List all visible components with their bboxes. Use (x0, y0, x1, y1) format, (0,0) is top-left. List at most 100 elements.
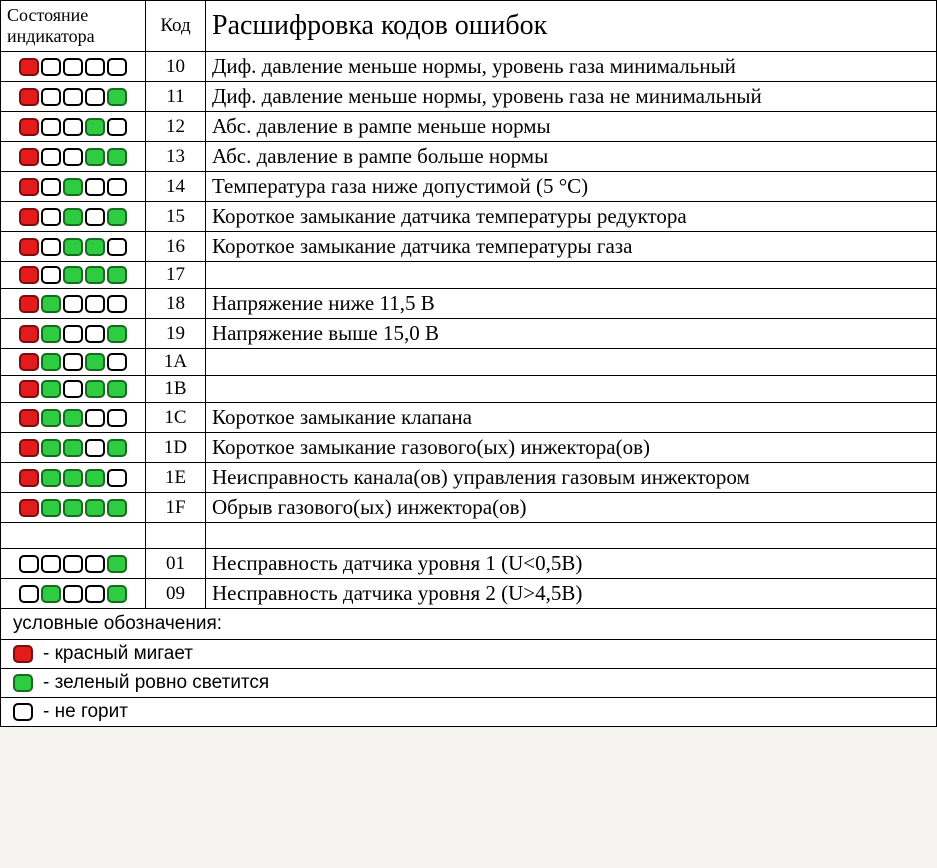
code-cell: 09 (146, 579, 206, 609)
indicator-leds (7, 583, 139, 605)
description-cell: Напряжение ниже 11,5 В (206, 289, 937, 319)
green-led-icon (107, 266, 127, 284)
indicator-leds (7, 206, 139, 228)
off-led-icon (63, 58, 83, 76)
indicator-leds (7, 176, 139, 198)
green-led-icon (107, 88, 127, 106)
green-led-icon (85, 499, 105, 517)
indicator-leds (7, 116, 139, 138)
error-codes-page: Состояние индикатора Код Расшифровка код… (0, 0, 937, 727)
code-cell: 11 (146, 82, 206, 112)
indicator-leds (7, 407, 139, 429)
description-cell: Короткое замыкание датчика температуры р… (206, 202, 937, 232)
indicator-leds (7, 378, 139, 400)
green-led-icon (41, 585, 61, 603)
off-led-icon (107, 118, 127, 136)
indicator-leds (7, 146, 139, 168)
off-led-icon (41, 178, 61, 196)
code-cell: 01 (146, 549, 206, 579)
code-cell: 15 (146, 202, 206, 232)
off-led-icon (13, 703, 33, 721)
description-cell: Абс. давление в рампе больше нормы (206, 142, 937, 172)
description-cell: Температура газа ниже допустимой (5 °С) (206, 172, 937, 202)
table-row: 11Диф. давление меньше нормы, уровень га… (1, 82, 937, 112)
red-led-icon (19, 238, 39, 256)
green-led-icon (107, 585, 127, 603)
off-led-icon (19, 555, 39, 573)
description-cell (206, 376, 937, 403)
off-led-icon (63, 380, 83, 398)
code-cell: 18 (146, 289, 206, 319)
off-led-icon (41, 58, 61, 76)
indicator-leds (7, 264, 139, 286)
table-row: 18Напряжение ниже 11,5 В (1, 289, 937, 319)
green-led-icon (85, 118, 105, 136)
description-cell: Неисправность канала(ов) управления газо… (206, 463, 937, 493)
description-cell (206, 349, 937, 376)
red-led-icon (19, 118, 39, 136)
red-led-icon (19, 178, 39, 196)
off-led-icon (63, 88, 83, 106)
description-cell: Диф. давление меньше нормы, уровень газа… (206, 52, 937, 82)
table-row: 13Абс. давление в рампе больше нормы (1, 142, 937, 172)
off-led-icon (85, 58, 105, 76)
red-led-icon (19, 208, 39, 226)
legend-row: - красный мигает (1, 640, 937, 669)
description-cell: Абс. давление в рампе меньше нормы (206, 112, 937, 142)
table-row: 17 (1, 262, 937, 289)
indicator-leds (7, 467, 139, 489)
off-led-icon (41, 266, 61, 284)
red-led-icon (19, 380, 39, 398)
legend-text: - зеленый ровно светится (43, 672, 269, 694)
red-led-icon (19, 409, 39, 427)
table-row: 01Несправность датчика уровня 1 (U<0,5В) (1, 549, 937, 579)
off-led-icon (85, 585, 105, 603)
legend-text: - красный мигает (43, 643, 193, 665)
red-led-icon (19, 469, 39, 487)
error-codes-table: Состояние индикатора Код Расшифровка код… (0, 0, 937, 727)
table-row: 14Температура газа ниже допустимой (5 °С… (1, 172, 937, 202)
green-led-icon (85, 238, 105, 256)
off-led-icon (41, 88, 61, 106)
off-led-icon (107, 295, 127, 313)
code-cell: 1A (146, 349, 206, 376)
description-cell: Напряжение выше 15,0 В (206, 319, 937, 349)
green-led-icon (107, 555, 127, 573)
red-led-icon (19, 266, 39, 284)
off-led-icon (41, 555, 61, 573)
indicator-leds (7, 351, 139, 373)
indicator-leds (7, 236, 139, 258)
green-led-icon (41, 380, 61, 398)
off-led-icon (85, 208, 105, 226)
green-led-icon (41, 295, 61, 313)
header-indicator: Состояние индикатора (1, 1, 146, 52)
off-led-icon (107, 353, 127, 371)
table-row: 1EНеисправность канала(ов) управления га… (1, 463, 937, 493)
off-led-icon (63, 295, 83, 313)
off-led-icon (63, 555, 83, 573)
header-code: Код (146, 1, 206, 52)
green-led-icon (41, 439, 61, 457)
green-led-icon (107, 439, 127, 457)
table-row: 12Абс. давление в рампе меньше нормы (1, 112, 937, 142)
off-led-icon (107, 58, 127, 76)
header-description: Расшифровка кодов ошибок (206, 1, 937, 52)
red-led-icon (19, 325, 39, 343)
off-led-icon (85, 178, 105, 196)
legend-item: - зеленый ровно светится (1, 669, 936, 697)
description-cell: Обрыв газового(ых) инжектора(ов) (206, 493, 937, 523)
code-cell: 12 (146, 112, 206, 142)
code-cell: 13 (146, 142, 206, 172)
indicator-leds (7, 323, 139, 345)
green-led-icon (13, 674, 33, 692)
off-led-icon (85, 88, 105, 106)
legend-item: - красный мигает (1, 640, 936, 668)
legend-text: - не горит (43, 701, 128, 723)
green-led-icon (85, 148, 105, 166)
legend-title-row: условные обозначения: (1, 609, 937, 640)
code-cell: 1B (146, 376, 206, 403)
off-led-icon (107, 469, 127, 487)
off-led-icon (63, 353, 83, 371)
green-led-icon (107, 380, 127, 398)
code-cell: 16 (146, 232, 206, 262)
